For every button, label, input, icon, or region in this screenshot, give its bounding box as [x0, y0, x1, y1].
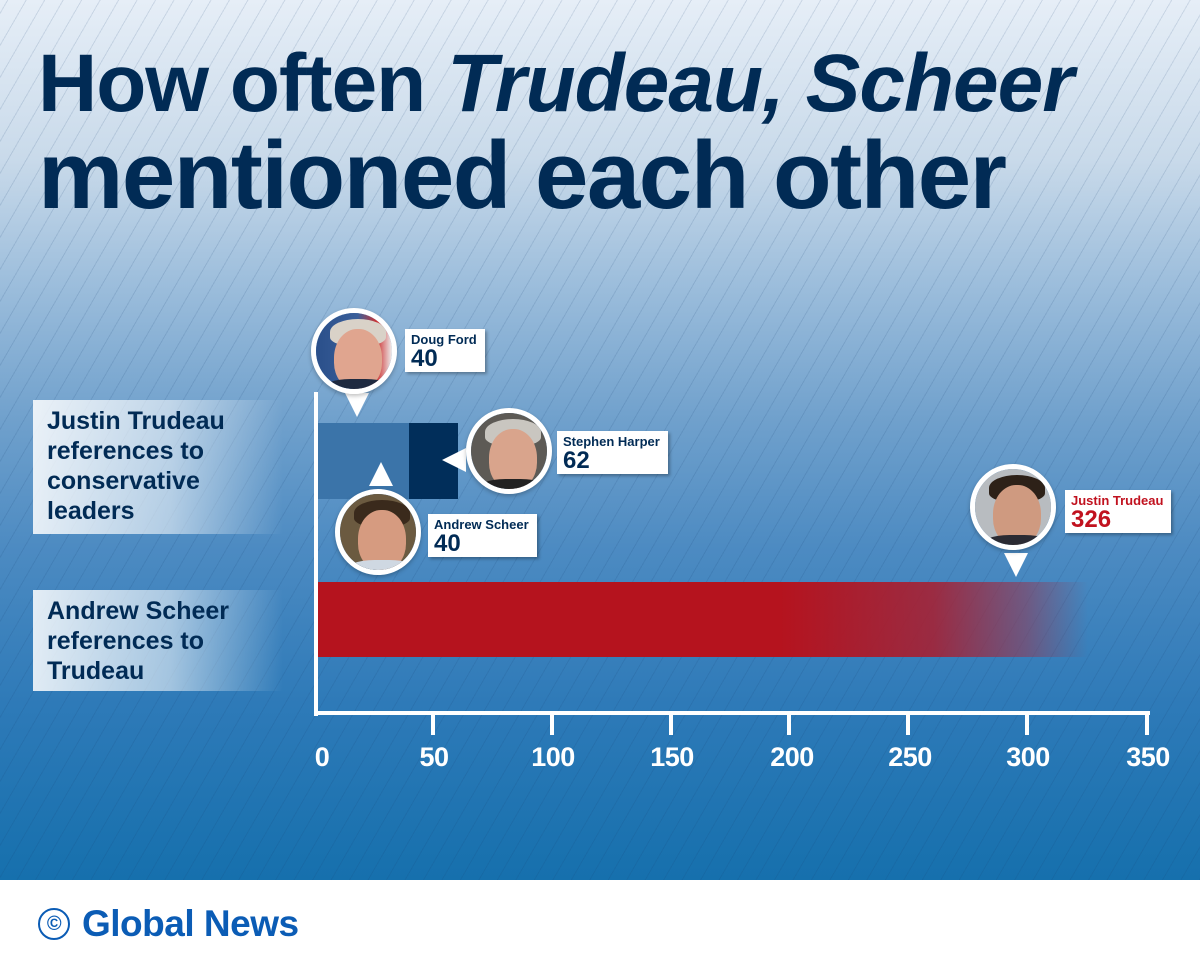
callout-stephen-harper: Stephen Harper 62 [557, 431, 668, 474]
callout-value: 62 [563, 447, 590, 474]
x-tick-label: 250 [888, 742, 932, 772]
callout-andrew-scheer: Andrew Scheer 40 [428, 514, 537, 557]
x-tick-label: 200 [770, 742, 814, 772]
y-axis-line [314, 392, 318, 716]
title-line-2: mentioned each other [38, 122, 1007, 229]
callout-value: 40 [434, 530, 461, 557]
category-label-trudeau: Justin Trudeau references to conservativ… [33, 400, 283, 534]
pointer-andrew-scheer [369, 462, 393, 486]
callout-justin-trudeau: Justin Trudeau 326 [1065, 490, 1172, 533]
copyright-icon: © [38, 908, 70, 940]
x-axis-line [314, 711, 1150, 715]
callout-value: 326 [1071, 506, 1112, 533]
x-tick-300 [1025, 713, 1029, 735]
title-emphasis: Trudeau, Scheer [447, 38, 1074, 129]
x-tick-label: 150 [650, 742, 694, 772]
infographic-canvas: How often Trudeau, Scheer mentioned each… [0, 0, 1200, 880]
pointer-stephen-harper [442, 448, 466, 472]
x-tick-label: 100 [531, 742, 575, 772]
bar-segment-scheer-ford [318, 423, 409, 499]
callout-name: Doug Ford [411, 332, 477, 347]
x-tick-label: 300 [1006, 742, 1050, 772]
category-label-scheer: Andrew Scheer references to Trudeau [33, 590, 283, 691]
x-tick-200 [787, 713, 791, 735]
callout-value: 40 [411, 345, 438, 372]
brand-credit: © Global News [38, 903, 299, 945]
callout-doug-ford: Doug Ford 40 [405, 329, 485, 372]
avatar-stephen-harper [466, 408, 552, 494]
avatar-doug-ford [311, 308, 397, 394]
bar-trudeau [318, 582, 1088, 657]
x-tick-100 [550, 713, 554, 735]
x-tick-label: 50 [419, 742, 449, 772]
x-tick-250 [906, 713, 910, 735]
title-prefix: How often [38, 38, 448, 129]
x-tick-label: 0 [314, 742, 330, 772]
brand-name: Global News [82, 903, 299, 944]
callout-name: Andrew Scheer [434, 517, 529, 532]
chart-title: How often Trudeau, Scheer mentioned each… [38, 38, 1188, 226]
x-tick-350 [1145, 713, 1149, 735]
pointer-justin-trudeau [1004, 553, 1028, 577]
footer [0, 880, 1200, 965]
callout-name: Justin Trudeau [1071, 493, 1164, 508]
avatar-andrew-scheer [335, 489, 421, 575]
x-tick-label: 350 [1126, 742, 1170, 772]
pointer-doug-ford [345, 393, 369, 417]
x-tick-150 [669, 713, 673, 735]
callout-name: Stephen Harper [563, 434, 660, 449]
x-tick-50 [431, 713, 435, 735]
avatar-justin-trudeau [970, 464, 1056, 550]
